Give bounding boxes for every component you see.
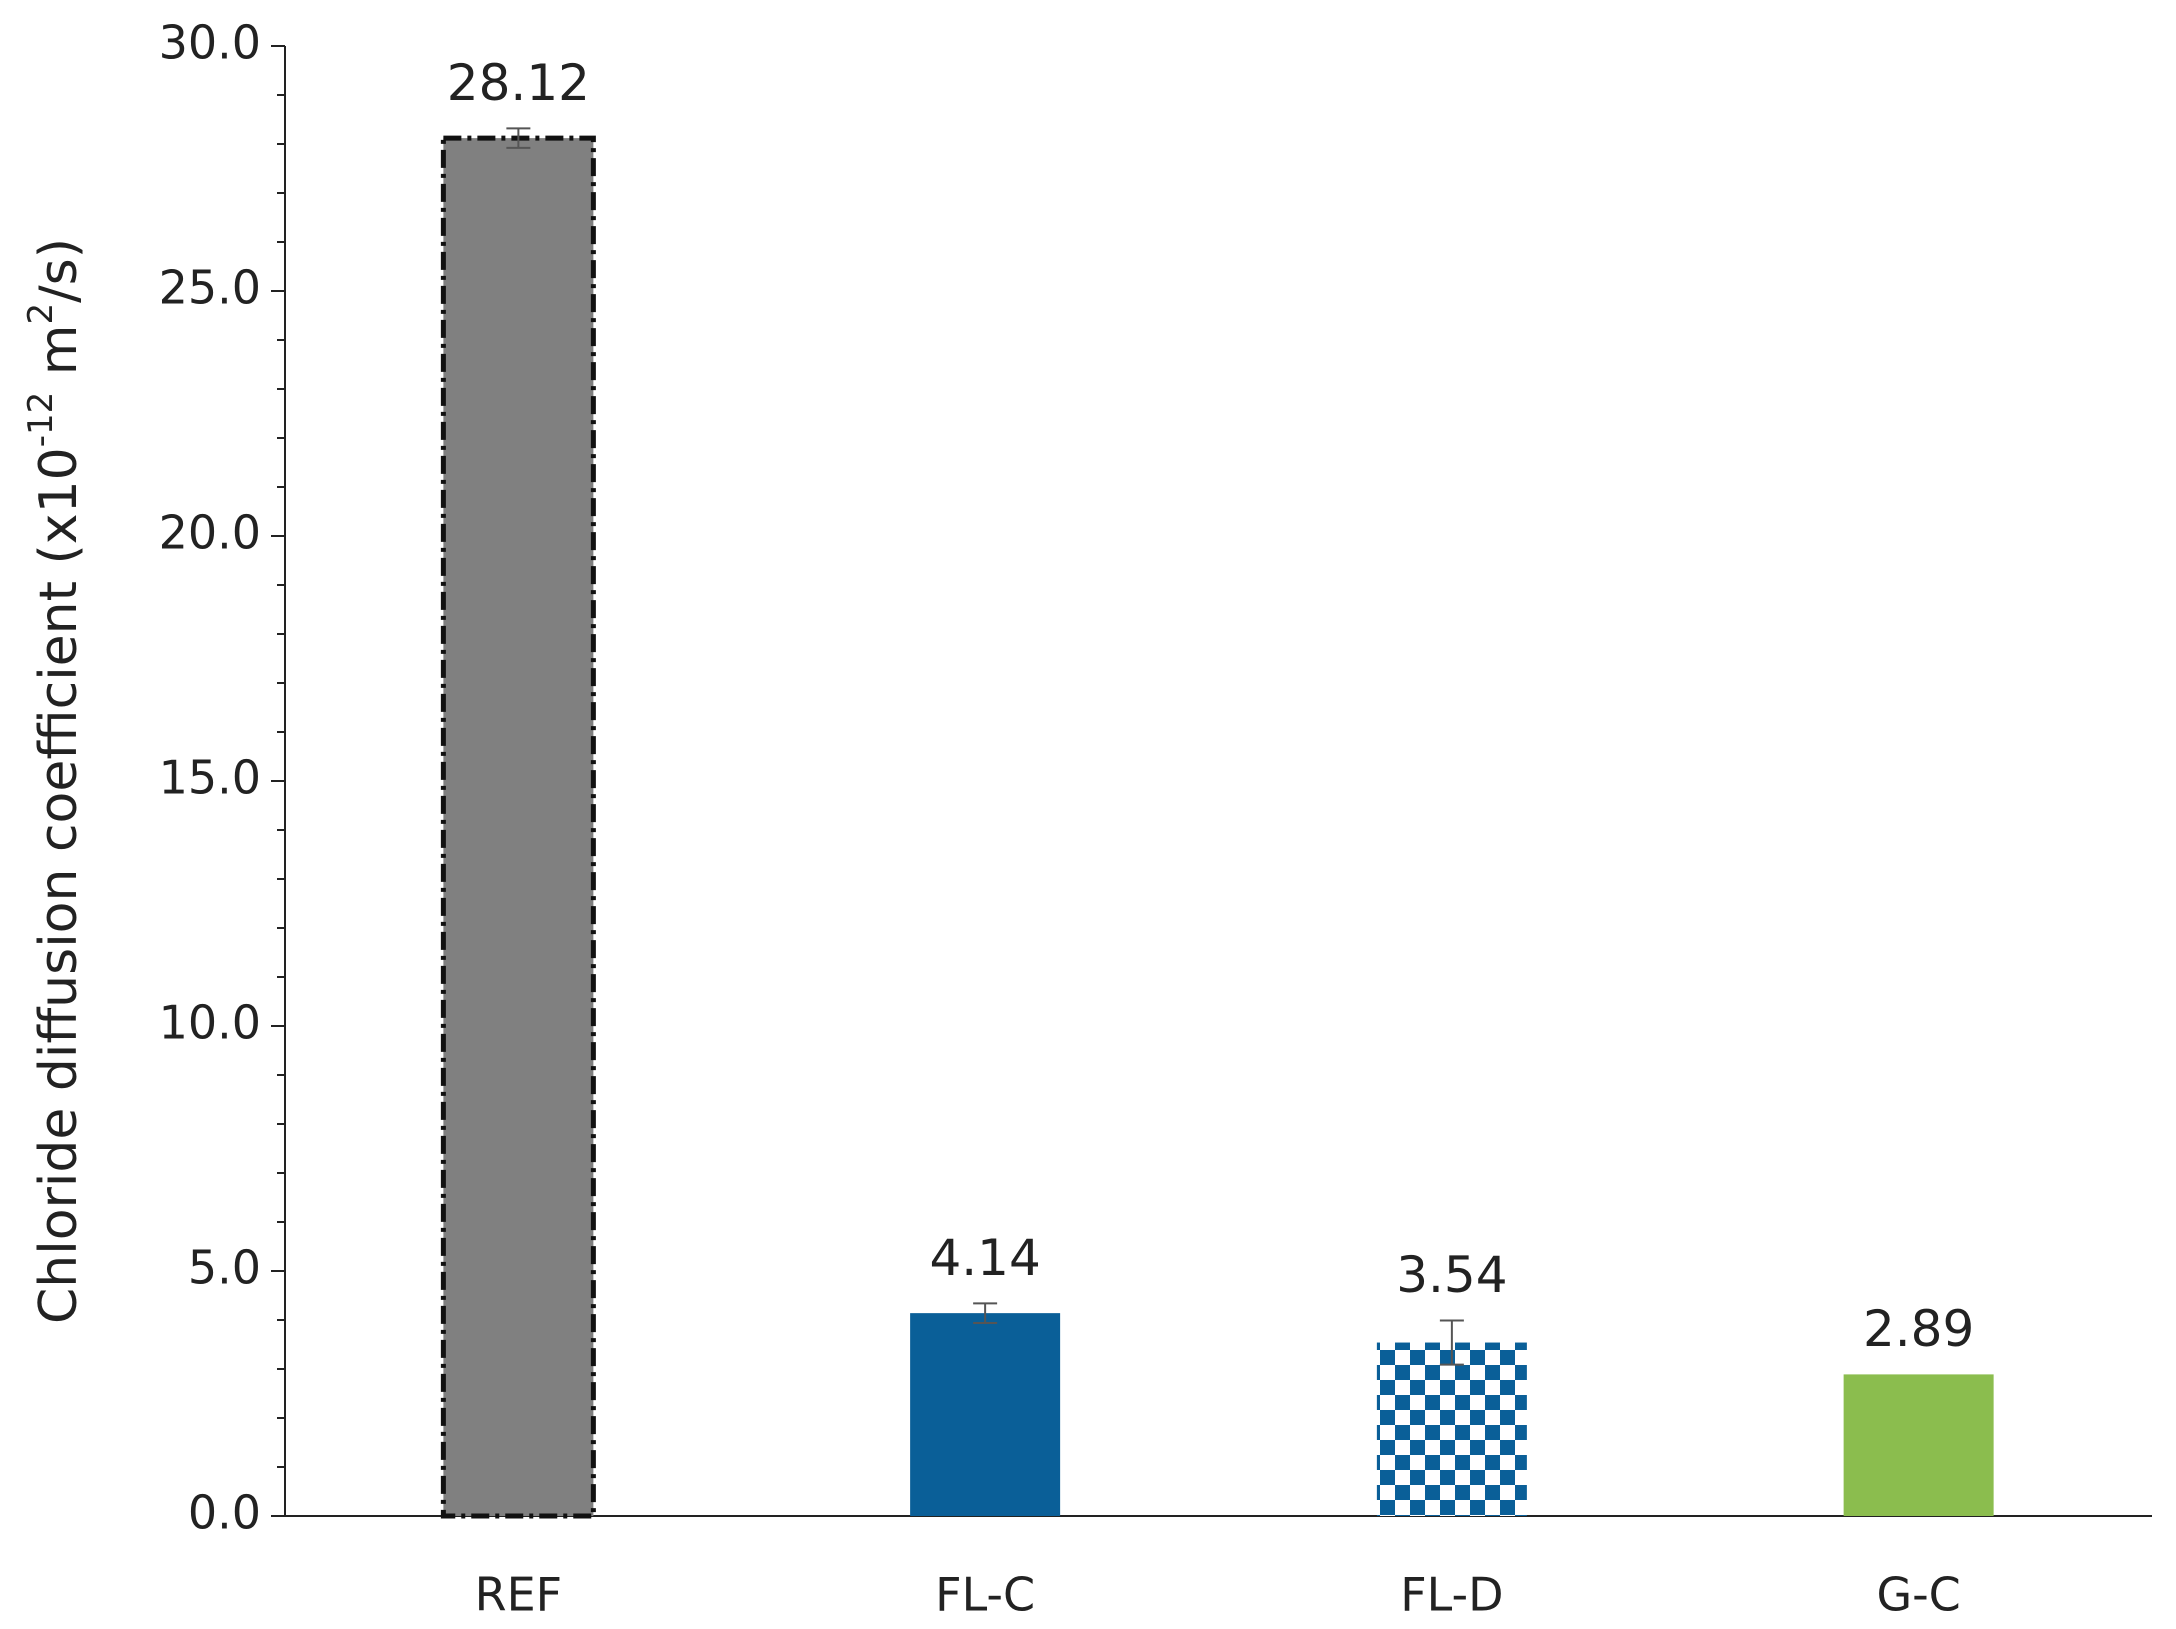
x-tick-label: REF xyxy=(475,1568,563,1622)
error-bar xyxy=(973,1302,998,1324)
y-axis-label-part: Chloride diffusion coefficient (x10 xyxy=(29,447,89,1324)
error-bar xyxy=(506,127,531,149)
y-axis-label-part: -12 xyxy=(21,392,61,448)
data-label: 2.89 xyxy=(1863,1300,1974,1358)
y-tick-label: 20.0 xyxy=(159,506,261,560)
x-tick-label: FL-D xyxy=(1400,1568,1503,1622)
y-axis-label: Chloride diffusion coefficient (x10-12 m… xyxy=(21,238,90,1324)
y-tick-label: 5.0 xyxy=(188,1241,261,1295)
y-tick-label: 25.0 xyxy=(159,261,261,315)
y-tick-label: 30.0 xyxy=(159,16,261,70)
data-label: 4.14 xyxy=(929,1229,1040,1287)
data-label: 28.12 xyxy=(447,54,590,112)
y-axis-label-part: /s) xyxy=(29,238,89,303)
y-tick-label: 15.0 xyxy=(159,751,261,805)
x-tick-label: G-C xyxy=(1876,1568,1960,1622)
bar xyxy=(1376,1342,1527,1516)
y-axis-label-part: m xyxy=(29,325,89,392)
data-label: 3.54 xyxy=(1396,1246,1507,1304)
bar xyxy=(910,1313,1061,1516)
y-tick-label: 0.0 xyxy=(188,1486,261,1540)
y-tick-label: 10.0 xyxy=(159,996,261,1050)
bar xyxy=(1843,1374,1994,1516)
y-axis-label-part: 2 xyxy=(21,303,61,325)
x-tick-label: FL-C xyxy=(935,1568,1035,1622)
error-bar xyxy=(1439,1319,1464,1366)
bar xyxy=(440,135,596,1519)
